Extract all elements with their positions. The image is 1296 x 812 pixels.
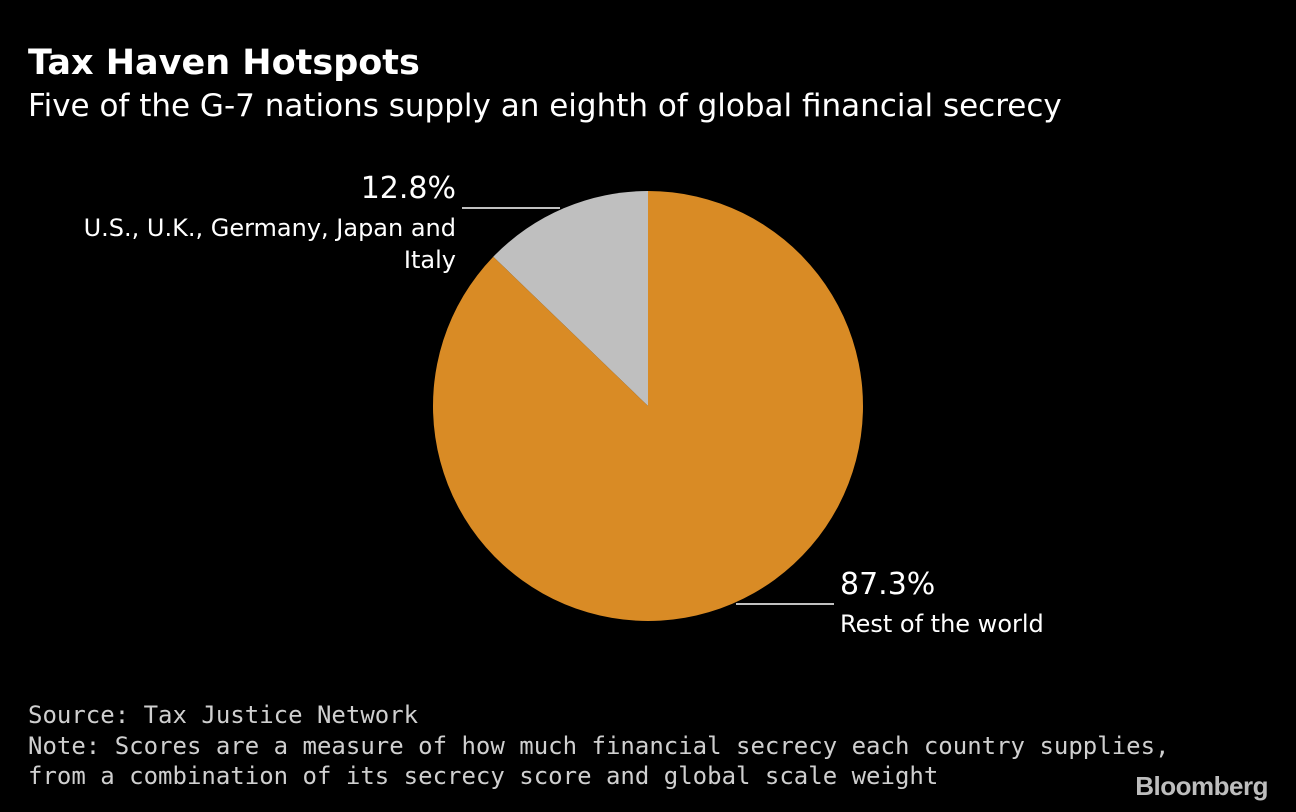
pie-slice-g7 bbox=[493, 191, 648, 406]
bloomberg-logo: Bloomberg bbox=[1135, 771, 1268, 801]
slice-value-label-rest: 87.3% bbox=[840, 567, 935, 602]
slice-category-label-g7-line2: Italy bbox=[404, 246, 456, 274]
slice-category-label-g7-line1: U.S., U.K., Germany, Japan and bbox=[84, 214, 456, 242]
note-line-2: from a combination of its secrecy score … bbox=[28, 762, 939, 790]
chart-subtitle: Five of the G-7 nations supply an eighth… bbox=[28, 88, 1062, 124]
note-line-1: Note: Scores are a measure of how much f… bbox=[28, 732, 1170, 760]
slice-value-label-g7: 12.8% bbox=[361, 171, 456, 206]
pie-slice-rest bbox=[432, 190, 863, 621]
source-note: Source: Tax Justice Network bbox=[28, 701, 419, 729]
pie-slices bbox=[432, 190, 863, 621]
slice-category-label-rest: Rest of the world bbox=[840, 610, 1044, 638]
chart-title: Tax Haven Hotspots bbox=[28, 43, 420, 83]
